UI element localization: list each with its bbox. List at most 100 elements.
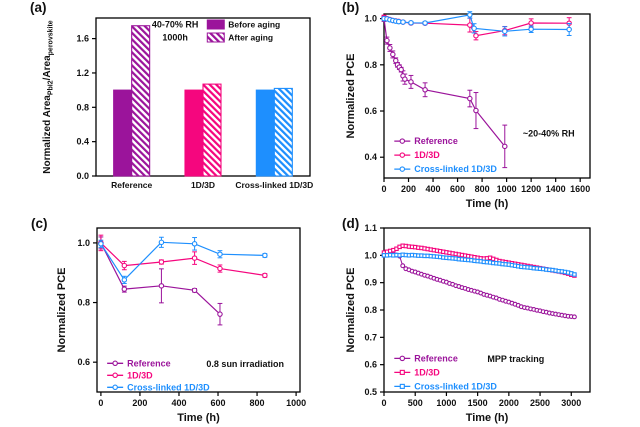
y-tick-label: 0.6	[77, 357, 90, 367]
x-tick-label: 400	[171, 398, 186, 408]
panel-c-chart: 0.6 0.8 1.0 0 200 400 600 800 1000 Normalized PCE…	[56, 227, 306, 424]
x-tick-label: 500	[408, 398, 423, 408]
annotation: MPP tracking	[487, 354, 544, 364]
panel-c: (c) 0.6 0.8 1.0 0 200 400 600 800 1000 Normalized…	[0, 214, 320, 427]
y-axis: 0.4 0.6 0.8 1.0	[364, 14, 384, 162]
x-tick-label: 1000	[436, 398, 456, 408]
y-tick-label: 0.5	[364, 387, 377, 397]
series-1d-3d	[98, 234, 268, 279]
bars	[113, 25, 293, 177]
category-label: Cross-linked 1D/3D	[235, 180, 313, 190]
y-tick-label: 1.0	[77, 238, 90, 248]
x-axis: 0 500 1000 1500 2000 2500 3000	[381, 392, 581, 408]
y-tick-label: 1.0	[364, 250, 377, 260]
svg-text:MPP tracking: MPP tracking	[487, 354, 544, 364]
legend-label: Reference	[127, 358, 171, 368]
legend-label: 1D/3D	[127, 370, 153, 380]
panel-b-chart: 0.4 0.6 0.8 1.0 0 200 400 600 800 1000 1200 1400 160…	[345, 11, 591, 210]
y-axis: 0.6 0.8 1.0	[77, 238, 97, 367]
y-tick-label: 0.4	[76, 137, 89, 147]
legend-item-reference: Reference	[394, 353, 458, 363]
annotation: 40-70% RH 1000h	[152, 20, 199, 43]
y-axis: 0.5 0.6 0.7 0.8 0.9 1.0 1.1	[364, 223, 384, 397]
x-tick-label: 0	[381, 184, 386, 194]
category-label: Reference	[111, 180, 152, 190]
panel-b-label: (b)	[342, 0, 360, 15]
y-tick-label: 0.4	[364, 152, 377, 162]
panel-a-chart: 0.0 0.4 0.8 1.2 1.6 Normalized AreaPbI2/Areap…	[42, 17, 313, 190]
x-axis: 0 200 400 600 800 1000 1200 1400 1600	[381, 178, 590, 194]
x-axis: 0 200 400 600 800 1000	[98, 392, 306, 408]
x-tick-label: 1600	[570, 184, 590, 194]
plot-frame	[96, 227, 301, 393]
x-tick-label: 0	[98, 398, 103, 408]
bar-cross-linked-1d-3d-after-aging	[273, 87, 293, 177]
svg-text:0.8 sun irradiation: 0.8 sun irradiation	[206, 359, 284, 369]
x-axis-label: Time (h)	[177, 412, 220, 424]
y-tick-label: 0.8	[76, 102, 89, 112]
legend-item-reference: Reference	[107, 358, 171, 368]
legend-item-1d-3d: 1D/3D	[394, 367, 440, 377]
annotation: 0.8 sun irradiation	[206, 359, 284, 369]
y-tick-label: 1.2	[76, 68, 89, 78]
bar-1d-3d-after-aging	[202, 83, 222, 177]
bar-cross-linked-1d-3d-before-aging	[255, 89, 275, 177]
svg-text:~20-40% RH: ~20-40% RH	[523, 129, 575, 139]
y-tick-label: 0.8	[364, 60, 377, 70]
panel-c-label: (c)	[31, 216, 48, 231]
series-reference	[381, 251, 577, 320]
x-tick-label: 2000	[499, 398, 519, 408]
x-axis-label: Time (h)	[466, 198, 509, 210]
y-tick-label: 0.9	[364, 278, 377, 288]
y-axis-label: Normalized PCE	[345, 268, 357, 353]
plot-frame	[383, 13, 591, 179]
annotation: ~20-40% RH	[523, 129, 575, 139]
svg-text:40-70% RH: 40-70% RH	[152, 20, 199, 30]
panel-d-label: (d)	[342, 216, 360, 231]
series-cross-linked-1d-3d	[381, 252, 577, 277]
panel-a: (a) 0.0 0.4 0.8 1.2 1.6 Normalized AreaPbI2/A…	[0, 0, 320, 213]
y-tick-label: 0.6	[364, 106, 377, 116]
legend-label: After aging	[228, 33, 273, 43]
x-tick-label: 400	[426, 184, 441, 194]
y-tick-label: 0.0	[76, 171, 89, 181]
x-tick-label: 600	[450, 184, 465, 194]
panel-b: (b) 0.4 0.6 0.8 1.0 0 200 400 600 800 1000 1200 140…	[320, 0, 640, 213]
series-cross-linked-1d-3d	[98, 236, 268, 284]
legend-swatch-before-aging	[206, 19, 225, 30]
legend: Before aging After aging	[206, 19, 280, 43]
bar-reference-before-aging	[113, 89, 133, 177]
y-tick-label: 1.6	[76, 34, 89, 44]
legend-label: Reference	[414, 353, 458, 363]
panel-d: (d) 0.5 0.6 0.7 0.8 0.9 1.0 1.1 0 500 1000 1500 200…	[320, 214, 640, 427]
legend-item-reference: Reference	[394, 136, 458, 146]
panel-d-chart: 0.5 0.6 0.7 0.8 0.9 1.0 1.1 0 500 1000 1500 2000 250…	[345, 223, 591, 424]
legend: Reference 1D/3D Cross-linked 1D/3D	[107, 358, 210, 392]
legend-label: 1D/3D	[414, 150, 440, 160]
legend-item-1d-3d: 1D/3D	[107, 370, 153, 380]
legend-item-cross-linked-1d-3d: Cross-linked 1D/3D	[394, 164, 497, 174]
series-cross-linked-1d-3d	[381, 11, 572, 37]
x-tick-label: 0	[381, 398, 386, 408]
bar-1d-3d-before-aging	[184, 89, 204, 177]
y-axis-label: Normalized AreaPbI2/Areaperovskite	[42, 20, 55, 173]
x-tick-label: 800	[475, 184, 490, 194]
legend-item-cross-linked-1d-3d: Cross-linked 1D/3D	[394, 381, 497, 391]
x-tick-label: 1000	[497, 184, 517, 194]
legend-label: Reference	[414, 136, 458, 146]
legend-item-1d-3d: 1D/3D	[394, 150, 440, 160]
y-tick-label: 0.8	[77, 298, 90, 308]
bar-reference-after-aging	[131, 25, 151, 177]
legend-swatch-after-aging	[206, 32, 225, 43]
y-tick-label: 1.0	[364, 14, 377, 24]
legend: Reference 1D/3D Cross-linked 1D/3D	[394, 136, 497, 174]
x-tick-label: 600	[211, 398, 226, 408]
x-tick-label: 200	[401, 184, 416, 194]
y-tick-label: 0.7	[364, 332, 377, 342]
legend-label: Cross-linked 1D/3D	[127, 382, 210, 392]
y-axis: 0.0 0.4 0.8 1.2 1.6	[76, 34, 96, 181]
x-tick-label: 1200	[521, 184, 541, 194]
panel-a-label: (a)	[30, 0, 47, 15]
legend: Reference 1D/3D Cross-linked 1D/3D	[394, 353, 497, 391]
x-tick-label: 1400	[546, 184, 566, 194]
